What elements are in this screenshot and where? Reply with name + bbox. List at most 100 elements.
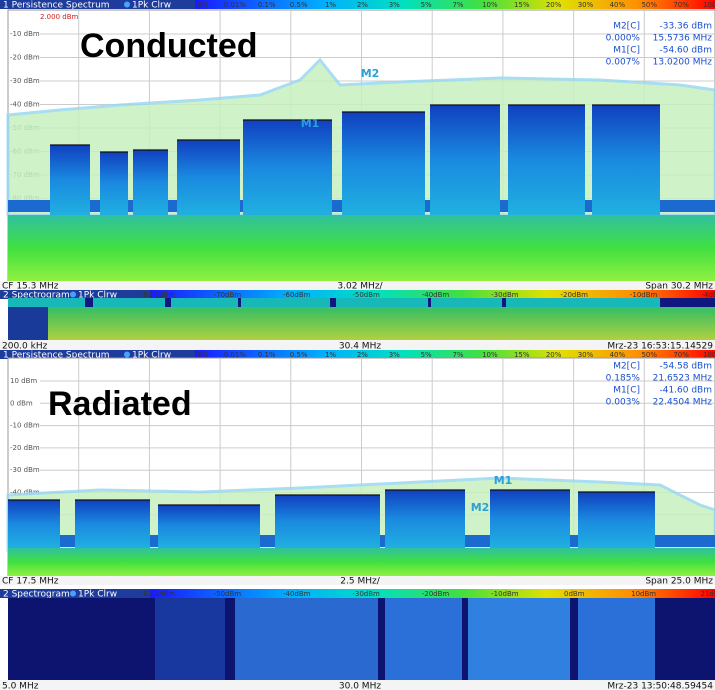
- y-label: 10 dBm: [10, 377, 37, 385]
- spectrogram-line: [238, 298, 241, 307]
- scale-label: -30dBm: [352, 590, 380, 598]
- scale-label: -50dBm: [352, 291, 380, 299]
- channel: [158, 505, 260, 548]
- marker-label: M1: [494, 474, 513, 487]
- marker-table-cell: 0.003%: [606, 398, 641, 408]
- footer-left: 5.0 MHz: [2, 682, 39, 690]
- marker-table-cell: 22.4504 MHz: [653, 398, 713, 408]
- scale-label: 2%: [357, 1, 368, 9]
- marker-table-cell: M2[C]: [613, 362, 640, 372]
- channel: [385, 490, 465, 548]
- channel: [578, 492, 655, 548]
- marker-table-cell: 15.5736 MHz: [653, 34, 713, 44]
- y-label: 0 dBm: [10, 399, 33, 407]
- footer-left: CF 17.5 MHz: [2, 577, 59, 587]
- annotation: Conducted: [80, 27, 258, 65]
- channel: [275, 495, 380, 548]
- scale-label: -20dBm: [422, 590, 450, 598]
- scale-label: -50dBm: [214, 590, 242, 598]
- scale-label: 20%: [546, 1, 562, 9]
- analyzer-screen: 1 Persistence Spectrum 1Pk Clrw 0% 0.01% 0.1…: [0, 0, 715, 690]
- scale-label: 30%: [578, 1, 594, 9]
- channel: [490, 490, 570, 548]
- y-label: -10 dBm: [10, 30, 40, 38]
- scale-label: 7%: [452, 1, 463, 9]
- footer-center: 30.0 MHz: [339, 682, 381, 690]
- marker-table-cell: -54.58 dBm: [659, 362, 712, 372]
- scale-label: -40dBm: [283, 590, 311, 598]
- footer-right: Span 25.0 MHz: [645, 577, 713, 587]
- spectrogram-line: [502, 298, 506, 307]
- spectrogram-band: [578, 598, 655, 680]
- scale-label: -70dBm: [214, 291, 242, 299]
- channel: [342, 112, 425, 215]
- trace-icon: [70, 591, 76, 597]
- scale-label: -30dBm: [491, 291, 519, 299]
- spectrogram-line: [85, 298, 93, 307]
- spectrogram-edge: [8, 307, 48, 340]
- y-label: -40 dBm: [10, 101, 40, 109]
- panel-title: 1 Persistence Spectrum: [3, 1, 110, 11]
- green-band: [8, 215, 715, 281]
- spectrogram-band: [235, 598, 378, 680]
- ref-level: 2.000 dBm: [40, 13, 79, 21]
- channel: [592, 105, 660, 215]
- annotation: Radiated: [48, 385, 192, 423]
- scale-label: -10dBm: [630, 291, 658, 299]
- marker-label: M2: [361, 67, 380, 80]
- scale-label: 0.5%: [290, 1, 308, 9]
- panel: 1 Persistence Spectrum 1Pk Clrw 0% 0.01% 0.1…: [0, 0, 715, 292]
- spectrogram-band: [468, 598, 570, 680]
- footer-right: Mrz-23 13:50:48.59454: [607, 682, 713, 690]
- marker-table-cell: -33.36 dBm: [659, 22, 712, 32]
- y-label: -30 dBm: [10, 77, 40, 85]
- channel: [75, 500, 150, 548]
- spectrogram-line: [330, 298, 336, 307]
- marker-table-cell: M2[C]: [613, 22, 640, 32]
- trace-icon: [124, 2, 130, 8]
- scale-label: 0dBm: [564, 590, 585, 598]
- spectrogram-line: [660, 298, 715, 307]
- panel: 2 Spectrogram1Pk Clrw-81.2dBm-70dBm-60dB…: [0, 290, 715, 352]
- scale-label: 21dBm: [701, 590, 715, 598]
- scale-label: 70%: [673, 1, 689, 9]
- scale-label: 0.1%: [258, 1, 276, 9]
- scale-label: 1%: [325, 1, 336, 9]
- scale-label: 15%: [514, 1, 530, 9]
- footer-center: 2.5 MHz/: [340, 577, 380, 587]
- marker-table-cell: -41.60 dBm: [659, 386, 712, 396]
- scale-label: 100%: [703, 1, 715, 9]
- spectrogram-row: [8, 298, 715, 307]
- y-label: -20 dBm: [10, 54, 40, 62]
- scale-label: 3%: [389, 1, 400, 9]
- spectrogram-line: [428, 298, 431, 307]
- channel: [133, 150, 168, 215]
- scale-label: 40%: [610, 1, 626, 9]
- trace-label: 1Pk Clrw: [132, 1, 171, 11]
- marker-table-cell: 21.6523 MHz: [653, 374, 713, 384]
- scale-label: 0.01%: [224, 1, 247, 9]
- marker-table-cell: M1[C]: [613, 46, 640, 56]
- channel: [243, 120, 332, 215]
- y-label: -30 dBm: [10, 466, 40, 474]
- green-band: [8, 548, 715, 576]
- trace-icon: [70, 292, 76, 298]
- scale-label: 0%: [197, 1, 208, 9]
- y-label: -10 dBm: [10, 422, 40, 430]
- spectrogram-band: [155, 598, 225, 680]
- scale-label: 10%: [482, 1, 498, 9]
- channel: [508, 105, 585, 215]
- marker-table-cell: 0.000%: [606, 34, 641, 44]
- marker-table-cell: 0.185%: [606, 374, 641, 384]
- scale-label: -4dBm: [701, 291, 715, 299]
- scale-label: 50%: [641, 1, 657, 9]
- scale-label: -61.2dBm: [141, 590, 175, 598]
- scale-label: -20dBm: [561, 291, 589, 299]
- scale-label: -60dBm: [283, 291, 311, 299]
- scale-label: 5%: [421, 1, 432, 9]
- spectrogram-band: [385, 598, 462, 680]
- marker-table-cell: 13.0200 MHz: [653, 58, 713, 68]
- trace-icon: [124, 352, 130, 358]
- channel: [177, 140, 240, 215]
